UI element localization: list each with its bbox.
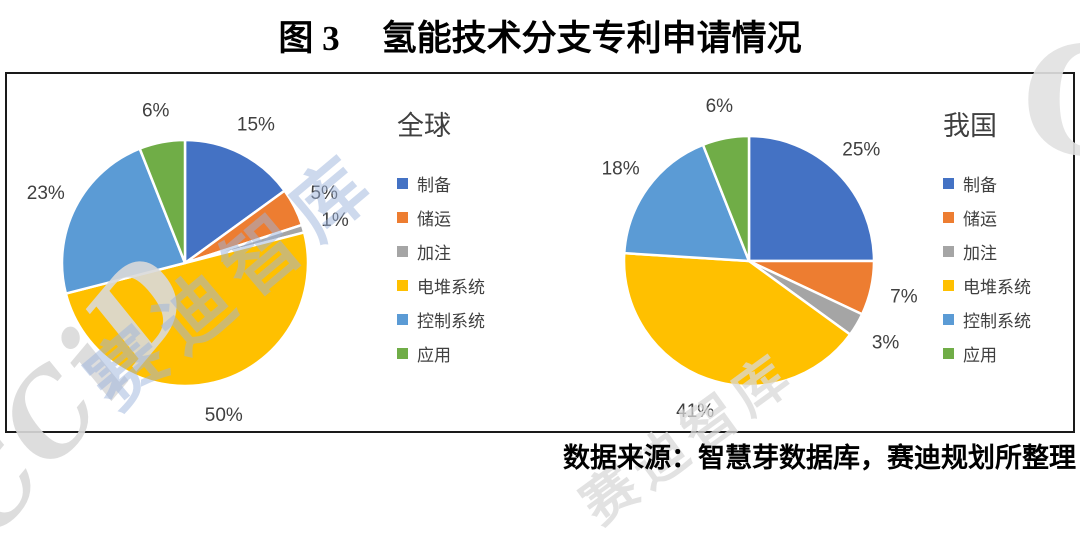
figure-number: 图 3 <box>278 19 340 58</box>
pie-slice-4 <box>623 143 751 263</box>
legend-item-label: 控制系统 <box>417 311 485 331</box>
legend-item: 储运 <box>397 200 567 234</box>
figure-title: 图 3 氢能技术分支专利申请情况 <box>0 10 1080 61</box>
pie-value-label: 23% <box>27 183 65 204</box>
legend-item-label: 储运 <box>963 209 997 229</box>
legend-item: 加注 <box>397 234 567 268</box>
pie-slice-4 <box>60 147 187 295</box>
pie-value-label: 50% <box>205 405 243 426</box>
legend-item: 电堆系统 <box>943 268 1080 302</box>
legend-item-label: 应用 <box>417 345 451 365</box>
legend-swatch-icon <box>397 347 408 359</box>
pie-value-label: 7% <box>890 286 918 307</box>
legend-swatch-icon <box>943 245 954 257</box>
legend-global: 全球 制备储运加注电堆系统控制系统应用 <box>397 110 567 370</box>
data-source-note: 数据来源：智慧芽数据库，赛迪规划所整理 <box>563 443 1076 473</box>
legend-swatch-icon <box>397 245 408 257</box>
legend-china: 我国 制备储运加注电堆系统控制系统应用 <box>943 110 1080 370</box>
legend-item: 应用 <box>397 336 567 370</box>
pie-slice-0 <box>747 134 876 263</box>
legend-item-label: 电堆系统 <box>963 277 1031 297</box>
legend-title-china: 我国 <box>943 111 997 141</box>
legend-item-label: 制备 <box>963 175 997 195</box>
chart-frame: 15% 5% 1% 50% 23% 6% 25% 7% 3% 41% 18% 6% 全球 制备储运加… <box>5 72 1075 433</box>
legend-item-label: 加注 <box>963 243 997 263</box>
legend-swatch-icon <box>943 279 954 291</box>
legend-swatch-icon <box>943 313 954 325</box>
pie-value-label: 5% <box>310 183 338 204</box>
pie-slice-3 <box>64 231 310 388</box>
legend-item-label: 控制系统 <box>963 311 1031 331</box>
pie-value-label: 41% <box>676 401 714 422</box>
legend-item-label: 电堆系统 <box>417 277 485 297</box>
pie-value-label: 18% <box>602 158 640 179</box>
pie-value-label: 6% <box>142 100 170 121</box>
pie-slice-0 <box>183 138 286 265</box>
legend-items-china: 制备储运加注电堆系统控制系统应用 <box>943 166 1080 370</box>
pie-value-label: 1% <box>321 210 349 231</box>
legend-swatch-icon <box>943 211 954 223</box>
legend-item-label: 应用 <box>963 345 997 365</box>
pie-slice-3 <box>622 251 852 388</box>
legend-item: 储运 <box>943 200 1080 234</box>
pie-chart-china: 25% 7% 3% 41% 18% 6% <box>602 96 918 422</box>
legend-swatch-icon <box>943 347 954 359</box>
figure-title-text: 氢能技术分支专利申请情况 <box>381 19 802 58</box>
legend-item-label: 制备 <box>417 175 451 195</box>
legend-item-label: 储运 <box>417 209 451 229</box>
legend-item: 加注 <box>943 234 1080 268</box>
pie-value-label: 3% <box>872 332 900 353</box>
legend-swatch-icon <box>943 177 954 189</box>
legend-item-label: 加注 <box>417 243 451 263</box>
legend-item: 制备 <box>397 166 567 200</box>
pie-slice-5 <box>701 134 751 263</box>
legend-swatch-icon <box>397 279 408 291</box>
legend-item: 控制系统 <box>397 302 567 336</box>
legend-swatch-icon <box>397 313 408 325</box>
legend-swatch-icon <box>397 177 408 189</box>
pie-value-label: 25% <box>842 139 880 160</box>
legend-item: 电堆系统 <box>397 268 567 302</box>
pie-value-label: 15% <box>237 114 275 135</box>
pie-value-label: 6% <box>706 96 734 117</box>
legend-title-global: 全球 <box>397 111 451 141</box>
legend-swatch-icon <box>397 211 408 223</box>
legend-items-global: 制备储运加注电堆系统控制系统应用 <box>397 166 567 370</box>
pie-slice-5 <box>138 138 187 265</box>
pie-chart-global: 15% 5% 1% 50% 23% 6% <box>27 100 349 426</box>
legend-item: 制备 <box>943 166 1080 200</box>
legend-item: 控制系统 <box>943 302 1080 336</box>
legend-item: 应用 <box>943 336 1080 370</box>
